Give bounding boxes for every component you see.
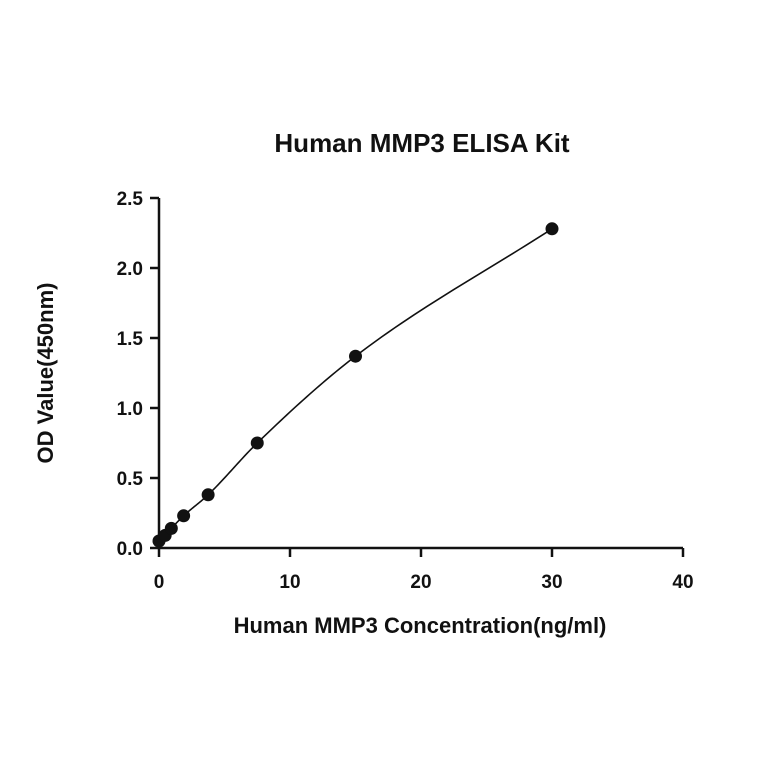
y-tick-label: 2.5 (117, 189, 144, 210)
chart-title: Human MMP3 ELISA Kit (274, 128, 570, 158)
data-point (349, 349, 362, 363)
y-tick-label: 2.0 (117, 259, 143, 280)
data-point (201, 488, 215, 502)
data-points-layer (152, 222, 559, 548)
data-point (177, 509, 191, 523)
x-tick-label: 10 (279, 572, 300, 593)
x-tick-label: 0 (154, 572, 165, 593)
x-tick-label: 30 (541, 572, 562, 593)
y-tick-label: 0.0 (117, 539, 143, 560)
y-tick-label: 1.5 (117, 329, 144, 350)
y-tick-label: 1.0 (117, 399, 143, 420)
fit-curve-layer (158, 228, 553, 542)
data-point (250, 436, 264, 450)
x-tick-label: 20 (410, 572, 431, 593)
data-point (164, 521, 178, 535)
x-axis-label: Human MMP3 Concentration(ng/ml) (234, 613, 607, 638)
y-tick-label: 0.5 (117, 469, 144, 490)
y-axis-label: OD Value(450nm) (33, 283, 58, 464)
data-point (545, 222, 559, 236)
axes: 0 10 20 30 40 0.0 0.5 1.0 1.5 2.0 2.5 (117, 189, 694, 593)
x-tick-label: 40 (672, 572, 693, 593)
fit-curve (158, 228, 553, 542)
